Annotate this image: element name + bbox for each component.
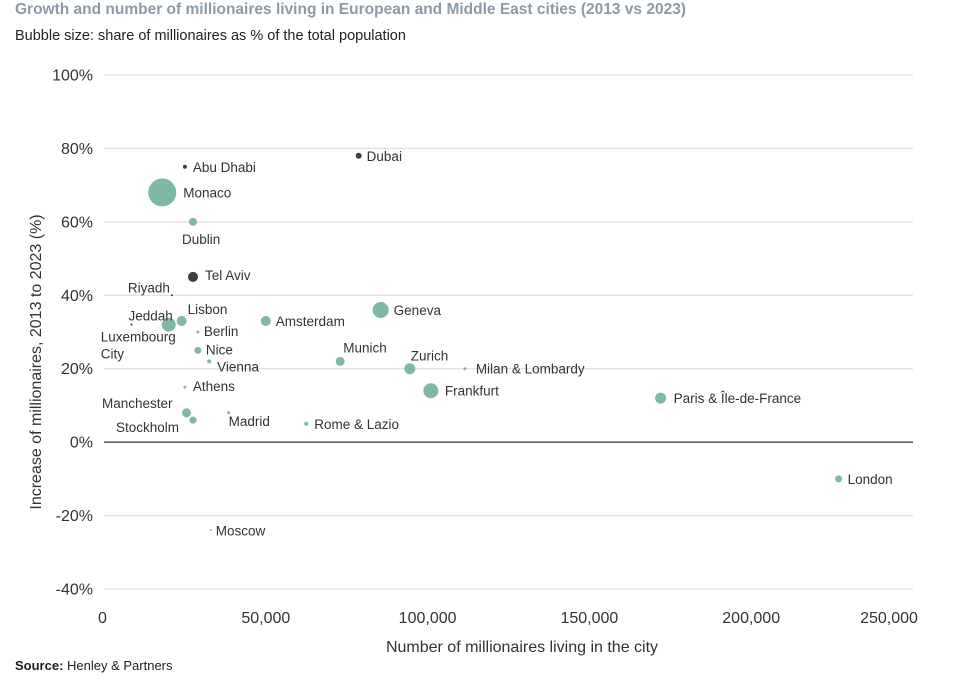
source-text: Henley & Partners: [63, 658, 173, 673]
bubble-munich: [335, 356, 345, 366]
bubble-label-zurich: Zurich: [411, 349, 449, 364]
axis-ticks: -40% -20% 0% 20% 40% 60% 80% 100% 0 50,000 100,000…: [52, 68, 918, 628]
bubble-amsterdam: [260, 315, 271, 326]
bubble-monaco: [148, 178, 177, 207]
bubbles: [130, 152, 843, 532]
bubble-label-rome-lazio: Rome & Lazio: [314, 417, 399, 432]
y-tick-label: 80%: [61, 141, 93, 158]
y-tick-label: -40%: [56, 582, 93, 599]
bubble-jeddah: [130, 323, 133, 326]
bubble-riyadh: [170, 294, 173, 297]
bubble-moscow: [209, 529, 212, 532]
source-prefix: Source:: [15, 658, 64, 673]
bubble-paris-le-de-france: [655, 392, 667, 404]
x-tick-label: 200,000: [722, 610, 780, 627]
bubble-label-milan-lombardy: Milan & Lombardy: [476, 362, 585, 377]
bubble-label-frankfurt: Frankfurt: [445, 384, 499, 399]
bubble-label-nice: Nice: [206, 342, 233, 357]
y-axis-label: Increase of millionaires, 2013 to 2023 (…: [28, 214, 45, 509]
bubble-abu-dhabi: [182, 164, 187, 169]
chart-subtitle: Bubble size: share of millionaires as % …: [15, 28, 406, 44]
source-note: Source: Henley & Partners: [15, 658, 173, 673]
bubble-label-abu-dhabi: Abu Dhabi: [193, 160, 256, 175]
x-tick-label: 0: [98, 610, 107, 627]
bubble-dublin: [188, 217, 197, 226]
bubble-label-riyadh: Riyadh: [128, 280, 170, 295]
y-tick-label: 40%: [61, 288, 93, 305]
bubble-label-jeddah: Jeddah: [129, 309, 173, 324]
bubble-london: [835, 475, 843, 483]
bubble-vienna: [207, 359, 212, 364]
bubble-label-line: City: [101, 347, 124, 362]
bubble-label-monaco: Monaco: [183, 185, 231, 200]
x-tick-label: 150,000: [560, 610, 618, 627]
chart-title: Growth and number of millionaires living…: [15, 1, 686, 18]
bubble-nice: [194, 346, 202, 354]
bubble-label-tel-aviv: Tel Aviv: [205, 268, 251, 283]
bubble-label-lisbon: Lisbon: [188, 302, 228, 317]
bubble-geneva: [372, 301, 389, 318]
bubble-label-paris-le-de-france: Paris & Île-de-France: [674, 391, 802, 406]
bubble-label-munich: Munich: [343, 340, 387, 355]
bubble-manchester: [182, 408, 192, 418]
y-tick-label: 100%: [52, 68, 93, 85]
bubble-tel-aviv: [187, 271, 198, 282]
bubble-frankfurt: [423, 383, 439, 399]
bubble-athens: [183, 385, 187, 389]
bubble-stockholm: [189, 416, 197, 424]
bubble-label-moscow: Moscow: [216, 523, 266, 538]
bubble-label-vienna: Vienna: [217, 359, 259, 374]
x-axis-label: Number of millionaires living in the cit…: [386, 639, 658, 656]
bubble-label-line: Luxembourg: [101, 330, 176, 345]
y-tick-label: 60%: [61, 214, 93, 231]
bubble-dubai: [355, 152, 362, 159]
bubble-label-athens: Athens: [193, 379, 235, 394]
bubble-label-london: London: [848, 472, 893, 487]
bubble-label-dubai: Dubai: [367, 149, 402, 164]
bubble-label-luxembourg-city: Luxembourg City: [101, 330, 176, 362]
y-tick-label: 20%: [61, 361, 93, 378]
bubble-label-stockholm: Stockholm: [116, 420, 179, 435]
bubble-label-madrid: Madrid: [229, 414, 270, 429]
bubble-lisbon: [176, 315, 187, 326]
y-tick-label: -20%: [56, 508, 93, 525]
bubble-label-dublin: Dublin: [182, 232, 220, 247]
bubble-label-manchester: Manchester: [102, 396, 173, 411]
bubble-milan-lombardy: [463, 367, 467, 371]
bubble-labels: Abu Dhabi Dubai Monaco Dublin Tel Aviv Riyadh…: [101, 149, 893, 538]
bubble-berlin: [196, 330, 200, 334]
grid-lines: [104, 74, 913, 590]
bubble-label-geneva: Geneva: [394, 303, 442, 318]
bubble-label-berlin: Berlin: [204, 324, 239, 339]
x-tick-label: 250,000: [860, 610, 918, 627]
bubble-rome-lazio: [304, 421, 309, 426]
bubble-luxembourg-city: [161, 317, 176, 332]
x-tick-label: 50,000: [241, 610, 290, 627]
bubble-madrid: [227, 411, 231, 415]
bubble-label-amsterdam: Amsterdam: [276, 314, 345, 329]
y-tick-label: 0%: [70, 435, 93, 452]
bubble-zurich: [404, 363, 416, 375]
x-tick-label: 100,000: [399, 610, 457, 627]
